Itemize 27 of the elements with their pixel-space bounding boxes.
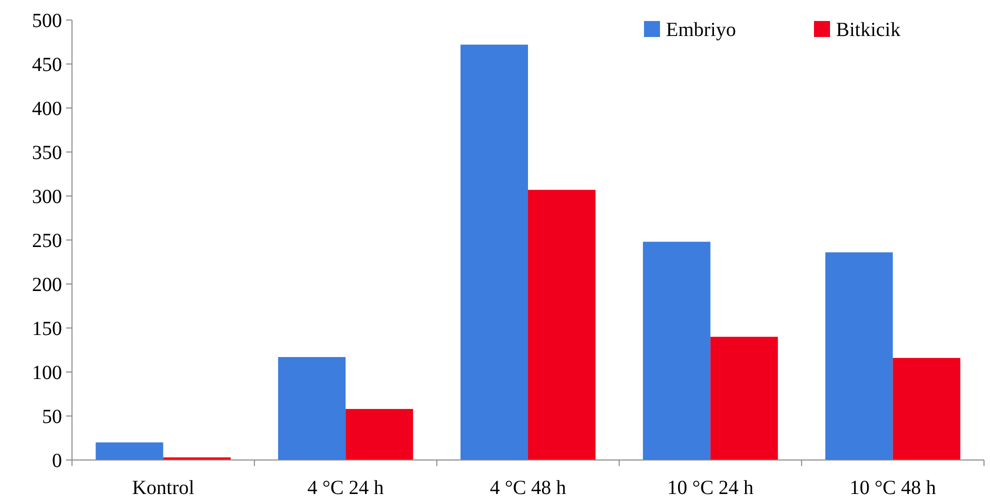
bar bbox=[642, 242, 710, 460]
legend-label: Bitkicik bbox=[836, 19, 900, 41]
x-tick-label: 4 °C 48 h bbox=[490, 477, 566, 499]
bar bbox=[528, 190, 596, 460]
bar bbox=[710, 336, 778, 460]
x-tick-label: 10 °C 48 h bbox=[850, 477, 936, 499]
x-tick-label: 4 °C 24 h bbox=[307, 477, 384, 499]
bar bbox=[96, 442, 164, 460]
y-tick-label: 300 bbox=[32, 186, 62, 208]
y-tick-label: 250 bbox=[32, 230, 62, 252]
y-tick-label: 100 bbox=[32, 362, 62, 384]
bar bbox=[460, 44, 528, 460]
y-tick-label: 200 bbox=[32, 274, 62, 296]
y-tick-label: 450 bbox=[32, 54, 62, 76]
bar bbox=[825, 252, 893, 460]
y-tick-label: 350 bbox=[32, 142, 62, 164]
bar bbox=[892, 358, 960, 460]
bar bbox=[346, 408, 414, 460]
y-tick-label: 0 bbox=[52, 450, 62, 472]
y-tick-label: 400 bbox=[32, 98, 62, 120]
bar bbox=[278, 357, 346, 460]
y-tick-label: 150 bbox=[32, 318, 62, 340]
x-tick-label: 10 °C 24 h bbox=[667, 477, 754, 499]
legend-label: Embriyo bbox=[666, 19, 736, 41]
y-tick-label: 50 bbox=[42, 406, 62, 428]
y-tick-label: 500 bbox=[32, 10, 62, 32]
x-tick-label: Kontrol bbox=[132, 477, 195, 499]
